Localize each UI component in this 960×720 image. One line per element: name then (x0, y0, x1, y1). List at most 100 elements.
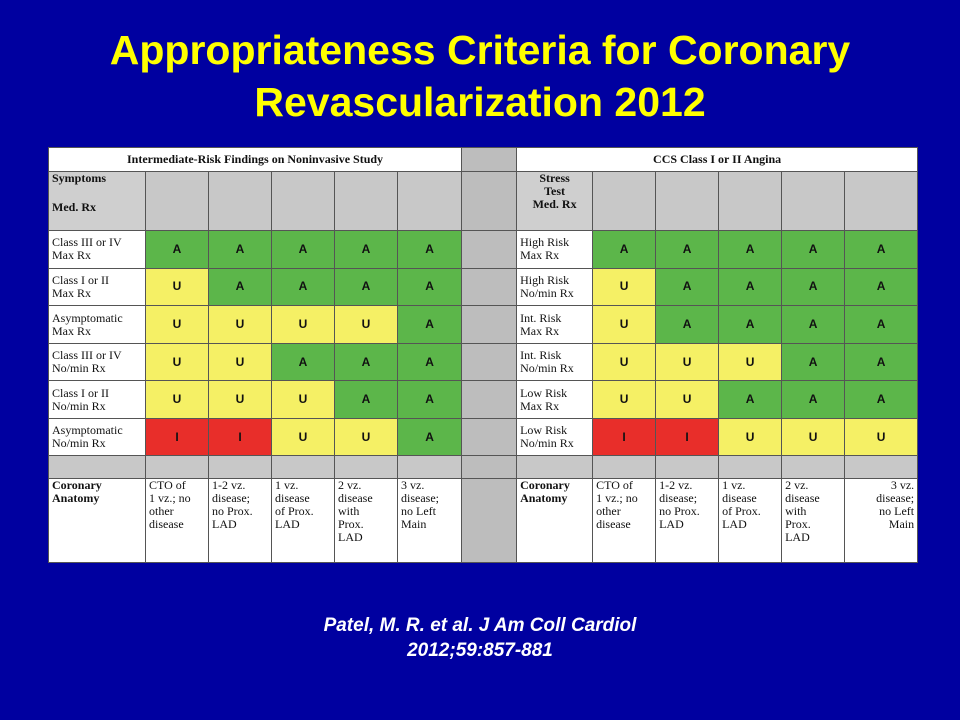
right-rating-cell: A (655, 267, 720, 307)
left-rating-cell: U (271, 380, 335, 419)
row-label-line: No/min Rx (520, 285, 574, 300)
left-rating-cell: U (145, 380, 209, 419)
anatomy-text-line: disease; (659, 490, 698, 505)
row-label-line: Class I or II (52, 385, 109, 400)
right-row-label: High Risk Max Rx (516, 230, 594, 269)
right-spacer-cell (592, 455, 657, 479)
slide-title: Appropriateness Criteria for Coronary Re… (0, 24, 960, 128)
left-row-label: Class I or II Max Rx (48, 267, 146, 307)
right-anatomy-cell: 1-2 vz. disease; no Prox. LAD (655, 477, 720, 564)
anatomy-text-line: 1-2 vz. (212, 478, 246, 492)
left-blank-header-cell (271, 171, 335, 232)
anatomy-text-line: 1-2 vz. (659, 478, 693, 492)
row-label-line: Class I or II (52, 272, 109, 287)
left-anatomy-label: Coronary Anatomy (48, 477, 146, 564)
right-corner-label: Stress Test Med. Rx (516, 171, 594, 232)
row-label-line: No/min Rx (520, 361, 574, 376)
right-row-label: Low Risk No/min Rx (516, 417, 594, 457)
right-row-label: High Risk No/min Rx (516, 267, 594, 307)
corner-test: Test (544, 184, 566, 199)
anatomy-text-line: disease (722, 490, 757, 505)
anatomy-label-line: Anatomy (52, 490, 100, 505)
row-label-line: Max Rx (520, 248, 560, 263)
row-label-line: Max Rx (52, 248, 91, 263)
separator-cell (461, 305, 518, 344)
table-row: Class III or IV Max Rx A A A A A High Risk Max R… (48, 230, 919, 269)
left-rating-cell: U (145, 305, 209, 344)
anatomy-text-line: 1 vz. (722, 478, 746, 492)
anatomy-text-line: disease (275, 490, 310, 505)
right-spacer-cell (844, 455, 919, 479)
criteria-table-body: Intermediate-Risk Findings on Noninvasiv… (47, 146, 919, 564)
left-anatomy-cell: 2 vz. disease with Prox. LAD (334, 477, 398, 564)
anatomy-text-line: 1 vz.; no (596, 490, 638, 505)
right-spacer-cell (655, 455, 720, 479)
left-spacer-cell (271, 455, 335, 479)
anatomy-text-line: no Left (879, 503, 915, 518)
row-label-line: Class III or IV (52, 348, 122, 363)
right-rating-cell: U (655, 380, 720, 419)
left-rating-cell: A (396, 417, 463, 457)
left-rating-cell: A (396, 267, 463, 307)
right-spacer-cell (516, 455, 594, 479)
right-rating-cell: A (592, 230, 657, 269)
criteria-table-container: Intermediate-Risk Findings on Noninvasiv… (47, 146, 919, 564)
right-rating-cell: A (718, 267, 783, 307)
left-blank-header-cell (145, 171, 209, 232)
left-blank-header-cell (396, 171, 463, 232)
right-rating-cell: U (718, 342, 783, 382)
anatomy-text-line: CTO of (149, 478, 186, 492)
left-row-label: Class I or II No/min Rx (48, 380, 146, 419)
left-blank-header-cell (334, 171, 398, 232)
anatomy-text-line: no Prox. (212, 503, 253, 518)
right-rating-cell: A (844, 267, 919, 307)
anatomy-label-line: Anatomy (520, 490, 568, 505)
anatomy-label-line: Coronary (520, 478, 570, 492)
row-label-line: No/min Rx (52, 436, 106, 451)
right-rating-cell: A (781, 230, 846, 269)
row-label-line: Int. Risk (520, 348, 562, 363)
row-label-line: No/min Rx (520, 436, 574, 451)
anatomy-text-line: LAD (659, 516, 684, 531)
left-rating-cell: U (208, 380, 272, 419)
table-row: Intermediate-Risk Findings on Noninvasiv… (47, 146, 919, 173)
row-label-line: High Risk (520, 235, 570, 250)
left-rating-cell: U (271, 417, 335, 457)
right-rating-cell: A (781, 380, 846, 419)
row-label-line: Low Risk (520, 385, 568, 400)
left-rating-cell: A (271, 230, 335, 269)
left-corner-label: Symptoms Med. Rx (48, 171, 146, 232)
right-rating-cell: A (781, 305, 846, 344)
row-label-line: Asymptomatic (52, 310, 123, 325)
anatomy-text-line: disease (785, 490, 820, 505)
table-row: Class III or IV No/min Rx U U A A A Int. Risk No… (48, 342, 919, 382)
right-blank-header-cell (781, 171, 846, 232)
left-rating-cell: U (334, 305, 398, 344)
separator-cell (461, 342, 518, 382)
left-rating-cell: U (145, 267, 209, 307)
right-rating-cell: A (718, 305, 783, 344)
anatomy-text-line: of Prox. (275, 503, 314, 518)
right-rating-cell: U (655, 342, 720, 382)
separator-cell (461, 146, 518, 173)
right-rating-cell: U (592, 305, 657, 344)
anatomy-text-line: CTO of (596, 478, 633, 492)
anatomy-text-line: 3 vz. (890, 478, 915, 492)
left-rating-cell: I (145, 417, 209, 457)
separator-cell (461, 455, 518, 479)
table-row: Symptoms Med. Rx Stress Test Med. Rx (48, 171, 919, 232)
left-anatomy-cell: CTO of 1 vz.; no other disease (145, 477, 209, 564)
corner-medrx: Med. Rx (52, 200, 96, 215)
right-rating-cell: A (844, 230, 919, 269)
separator-cell (461, 477, 518, 564)
table-row: Class I or II Max Rx U A A A A High Risk No/min … (48, 267, 919, 307)
anatomy-text-line: 2 vz. (338, 478, 362, 492)
spacer (52, 185, 142, 201)
right-rating-cell: U (592, 342, 657, 382)
separator-cell (461, 380, 518, 419)
right-blank-header-cell (592, 171, 657, 232)
table-row (48, 455, 919, 479)
anatomy-text-line: 1 vz. (275, 478, 299, 492)
right-spacer-cell (781, 455, 846, 479)
row-label-line: No/min Rx (52, 361, 106, 376)
